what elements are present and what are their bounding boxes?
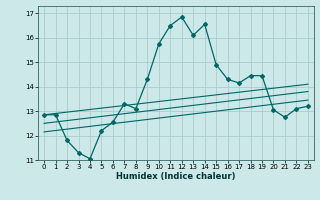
X-axis label: Humidex (Indice chaleur): Humidex (Indice chaleur) [116,172,236,181]
